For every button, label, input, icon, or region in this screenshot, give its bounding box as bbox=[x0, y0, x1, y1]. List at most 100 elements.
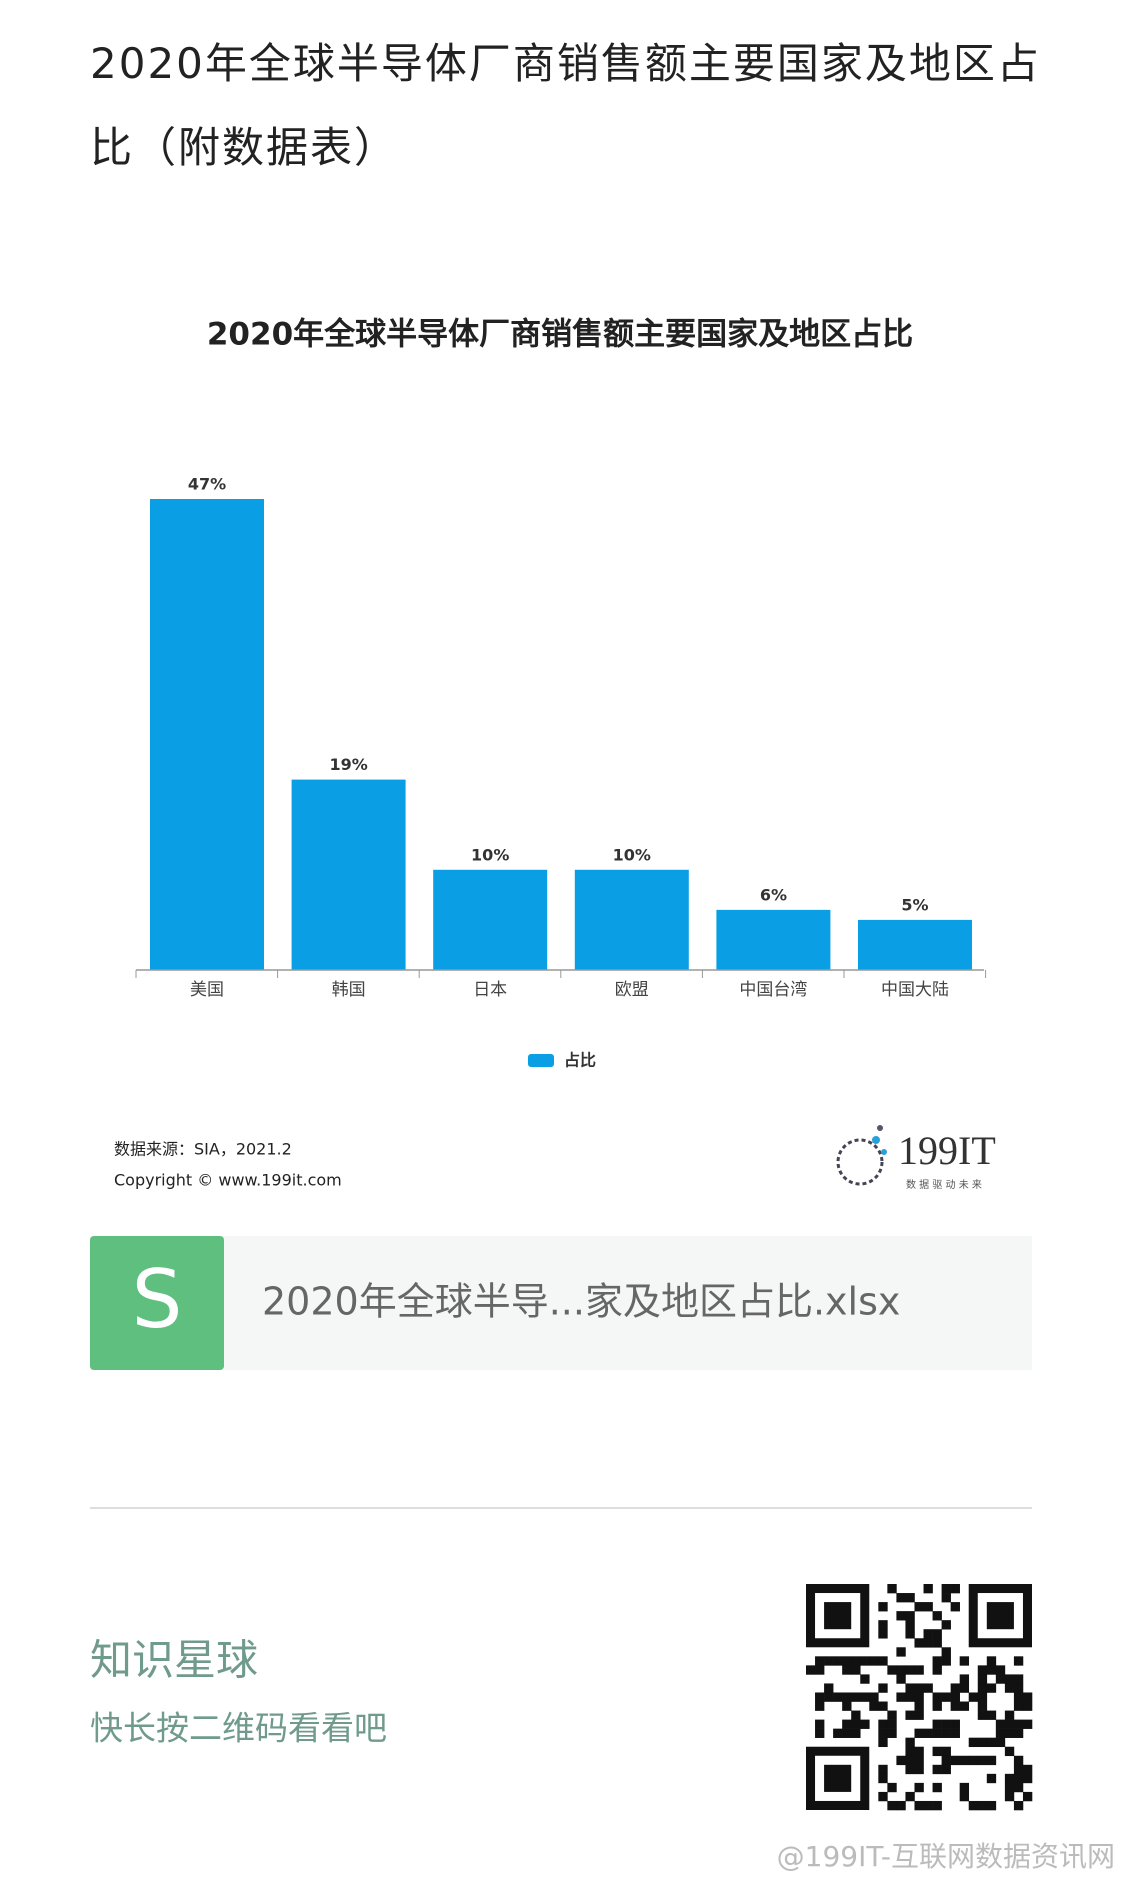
footer-title: 知识星球 bbox=[90, 1636, 258, 1685]
qr-module bbox=[995, 1737, 1006, 1748]
qr-module bbox=[842, 1692, 852, 1702]
watermark: @199IT-互联网数据资讯网 bbox=[777, 1840, 1115, 1873]
qr-module bbox=[878, 1656, 888, 1666]
qr-code[interactable] bbox=[806, 1584, 1033, 1811]
qr-module bbox=[1022, 1773, 1033, 1784]
bar bbox=[150, 499, 264, 970]
qr-finder bbox=[986, 1602, 1014, 1630]
qr-module bbox=[968, 1692, 979, 1702]
qr-module bbox=[986, 1773, 997, 1784]
qr-module bbox=[941, 1620, 951, 1630]
qr-module bbox=[914, 1701, 924, 1711]
qr-module bbox=[923, 1602, 933, 1612]
qr-module bbox=[950, 1602, 960, 1612]
qr-module bbox=[977, 1674, 988, 1684]
qr-module bbox=[1013, 1755, 1024, 1766]
qr-module bbox=[860, 1692, 870, 1702]
qr-module bbox=[1022, 1791, 1033, 1802]
qr-module bbox=[905, 1692, 915, 1702]
qr-module bbox=[977, 1701, 988, 1711]
qr-module bbox=[1004, 1746, 1015, 1757]
attachment-filename[interactable]: 2020年全球半导...家及地区占比.xlsx bbox=[262, 1280, 900, 1324]
qr-module bbox=[995, 1728, 1006, 1738]
qr-module bbox=[950, 1728, 960, 1738]
qr-module bbox=[995, 1674, 1006, 1684]
qr-module bbox=[878, 1602, 888, 1612]
value-label: 6% bbox=[760, 885, 787, 904]
qr-module bbox=[1022, 1701, 1033, 1711]
qr-module bbox=[878, 1728, 888, 1738]
qr-module bbox=[851, 1710, 861, 1720]
attachment-card[interactable] bbox=[90, 1236, 1032, 1370]
qr-module bbox=[887, 1782, 897, 1793]
qr-module bbox=[851, 1665, 861, 1675]
qr-module bbox=[842, 1701, 852, 1711]
qr-module bbox=[941, 1719, 951, 1729]
qr-module bbox=[896, 1647, 906, 1657]
qr-module bbox=[977, 1710, 988, 1720]
qr-module bbox=[860, 1656, 870, 1666]
qr-module bbox=[1013, 1692, 1024, 1702]
qr-module bbox=[932, 1746, 942, 1757]
qr-module bbox=[815, 1692, 825, 1702]
qr-module bbox=[986, 1800, 997, 1811]
qr-module bbox=[1013, 1800, 1024, 1811]
qr-module bbox=[887, 1719, 897, 1729]
qr-module bbox=[932, 1701, 942, 1711]
qr-module bbox=[914, 1638, 924, 1648]
qr-module bbox=[923, 1638, 933, 1648]
qr-module bbox=[977, 1665, 988, 1675]
qr-module bbox=[941, 1584, 951, 1594]
qr-module bbox=[833, 1728, 843, 1738]
qr-module bbox=[941, 1656, 951, 1666]
qr-module bbox=[950, 1701, 960, 1711]
qr-module bbox=[959, 1782, 970, 1793]
qr-module bbox=[869, 1701, 879, 1711]
x-tick-label: 欧盟 bbox=[615, 980, 649, 1000]
qr-module bbox=[806, 1665, 816, 1675]
qr-module bbox=[923, 1629, 933, 1639]
qr-module bbox=[932, 1719, 942, 1729]
qr-module bbox=[1004, 1710, 1015, 1720]
qr-module bbox=[914, 1692, 924, 1702]
qr-module bbox=[977, 1755, 988, 1766]
qr-module bbox=[914, 1602, 924, 1612]
qr-module bbox=[932, 1692, 942, 1702]
attachment-icon: S bbox=[132, 1253, 183, 1346]
qr-module bbox=[977, 1692, 988, 1702]
qr-module bbox=[851, 1719, 861, 1729]
qr-module bbox=[1022, 1764, 1033, 1775]
qr-module bbox=[887, 1710, 897, 1720]
qr-module bbox=[878, 1701, 888, 1711]
qr-module bbox=[1004, 1782, 1015, 1793]
qr-module bbox=[932, 1611, 942, 1621]
qr-module bbox=[869, 1692, 879, 1702]
footer-subtitle: 快长按二维码看看吧 bbox=[90, 1709, 387, 1748]
qr-module bbox=[1013, 1701, 1024, 1711]
qr-module bbox=[896, 1611, 906, 1621]
qr-module bbox=[1004, 1791, 1015, 1802]
qr-module bbox=[1022, 1692, 1033, 1702]
qr-module bbox=[914, 1665, 924, 1675]
value-label: 10% bbox=[471, 845, 509, 864]
qr-module bbox=[959, 1674, 970, 1684]
qr-module bbox=[860, 1719, 870, 1729]
qr-module bbox=[914, 1755, 924, 1766]
qr-module bbox=[986, 1737, 997, 1748]
qr-module bbox=[1004, 1719, 1015, 1729]
qr-module bbox=[869, 1656, 879, 1666]
chart-title: 2020年全球半导体厂商销售额主要国家及地区占比 bbox=[207, 317, 913, 353]
qr-module bbox=[887, 1728, 897, 1738]
qr-module bbox=[941, 1728, 951, 1738]
qr-module bbox=[941, 1746, 951, 1757]
qr-module bbox=[1004, 1674, 1015, 1684]
qr-module bbox=[905, 1611, 915, 1621]
qr-module bbox=[887, 1665, 897, 1675]
source: 数据来源：SIA，2021.2 bbox=[114, 1140, 292, 1159]
qr-finder bbox=[824, 1602, 852, 1630]
legend-label: 占比 bbox=[564, 1051, 596, 1070]
qr-module bbox=[1013, 1764, 1024, 1775]
qr-module bbox=[887, 1584, 897, 1594]
qr-module bbox=[1004, 1683, 1015, 1693]
